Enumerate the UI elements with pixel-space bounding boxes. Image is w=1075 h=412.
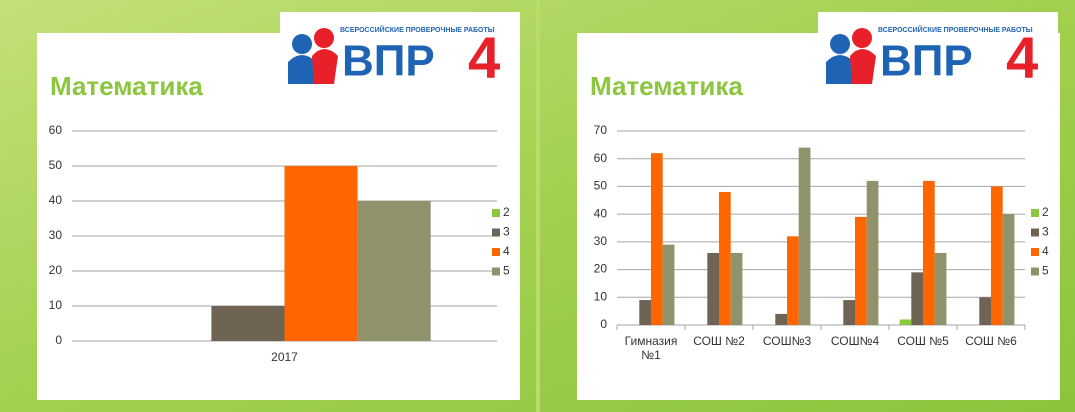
logo-figure — [830, 34, 850, 54]
y-tick-label: 30 — [49, 228, 63, 242]
y-tick-label: 40 — [49, 193, 63, 207]
logo-figure — [312, 49, 338, 84]
x-tick-label: СОШ №5 — [897, 334, 949, 348]
y-tick-label: 0 — [600, 317, 607, 331]
bar — [719, 191, 731, 325]
bar — [934, 252, 947, 325]
bar — [211, 306, 285, 341]
x-tick-label: СОШ№4 — [830, 334, 880, 348]
bar — [707, 252, 719, 325]
bar — [1002, 214, 1015, 325]
legend-swatch — [1031, 209, 1039, 217]
legend-swatch — [1031, 228, 1039, 237]
bar — [991, 186, 1003, 325]
logo-figure — [288, 55, 316, 84]
bar — [284, 166, 358, 341]
logo-caption: ВСЕРОССИЙСКИЕ ПРОВЕРОЧНЫЕ РАБОТЫ — [340, 25, 495, 34]
bar — [866, 180, 879, 325]
legend-label: 5 — [503, 264, 510, 278]
y-tick-label: 20 — [49, 263, 63, 277]
bar — [662, 244, 675, 325]
logo-letters: ВПР — [342, 37, 435, 86]
y-tick-label: 50 — [594, 179, 608, 193]
logo: ВСЕРОССИЙСКИЕ ПРОВЕРОЧНЫЕ РАБОТЫ ВПР 4 — [280, 12, 520, 92]
bar — [911, 272, 923, 325]
chart-title: Математика — [590, 71, 743, 101]
bar — [651, 153, 663, 325]
legend-label: 2 — [503, 205, 510, 219]
logo-digit: 4 — [468, 25, 500, 90]
logo-figure — [852, 28, 872, 48]
y-tick-label: 70 — [594, 123, 608, 137]
bar — [730, 252, 743, 325]
bar — [855, 216, 867, 325]
bar — [923, 180, 935, 325]
legend-swatch — [492, 248, 500, 256]
chart-title: Математика — [50, 71, 203, 101]
y-tick-label: 60 — [49, 123, 63, 137]
legend-label: 5 — [1042, 264, 1049, 278]
bar — [843, 300, 855, 325]
logo-caption: ВСЕРОССИЙСКИЕ ПРОВЕРОЧНЫЕ РАБОТЫ — [878, 25, 1033, 34]
bar — [639, 300, 651, 325]
y-tick-label: 10 — [594, 289, 608, 303]
legend-label: 3 — [1042, 225, 1049, 239]
legend-swatch — [492, 267, 500, 276]
bar — [979, 297, 991, 325]
bar — [787, 236, 799, 325]
y-tick-label: 0 — [55, 333, 62, 347]
legend-swatch — [492, 209, 500, 217]
legend-label: 2 — [1042, 205, 1049, 219]
x-tick-label: СОШ№3 — [762, 334, 812, 348]
logo: ВСЕРОССИЙСКИЕ ПРОВЕРОЧНЫЕ РАБОТЫ ВПР 4 — [818, 12, 1058, 92]
x-tick-label: СОШ №6 — [965, 334, 1017, 348]
y-tick-label: 20 — [594, 262, 608, 276]
bar — [357, 201, 431, 341]
legend-label: 3 — [503, 225, 510, 239]
x-tick-label: Гимназия №1 — [624, 334, 678, 362]
bar — [775, 313, 787, 325]
y-tick-label: 60 — [594, 151, 608, 165]
bar — [798, 147, 811, 325]
logo-digit: 4 — [1006, 25, 1038, 90]
logo-figure — [314, 28, 334, 48]
logo-figure — [292, 34, 312, 54]
legend-swatch — [1031, 267, 1039, 276]
x-tick-label: СОШ №2 — [693, 334, 745, 348]
logo-letters: ВПР — [880, 37, 973, 86]
legend-swatch — [492, 228, 500, 237]
legend-swatch — [1031, 248, 1039, 256]
y-tick-label: 10 — [49, 298, 63, 312]
y-tick-label: 30 — [594, 234, 608, 248]
bar — [899, 319, 912, 325]
x-tick-label: 2017 — [271, 350, 298, 364]
legend-label: 4 — [503, 244, 510, 258]
y-tick-label: 40 — [594, 206, 608, 220]
legend-label: 4 — [1042, 244, 1049, 258]
logo-figure — [826, 55, 854, 84]
logo-figure — [850, 49, 876, 84]
y-tick-label: 50 — [49, 158, 63, 172]
